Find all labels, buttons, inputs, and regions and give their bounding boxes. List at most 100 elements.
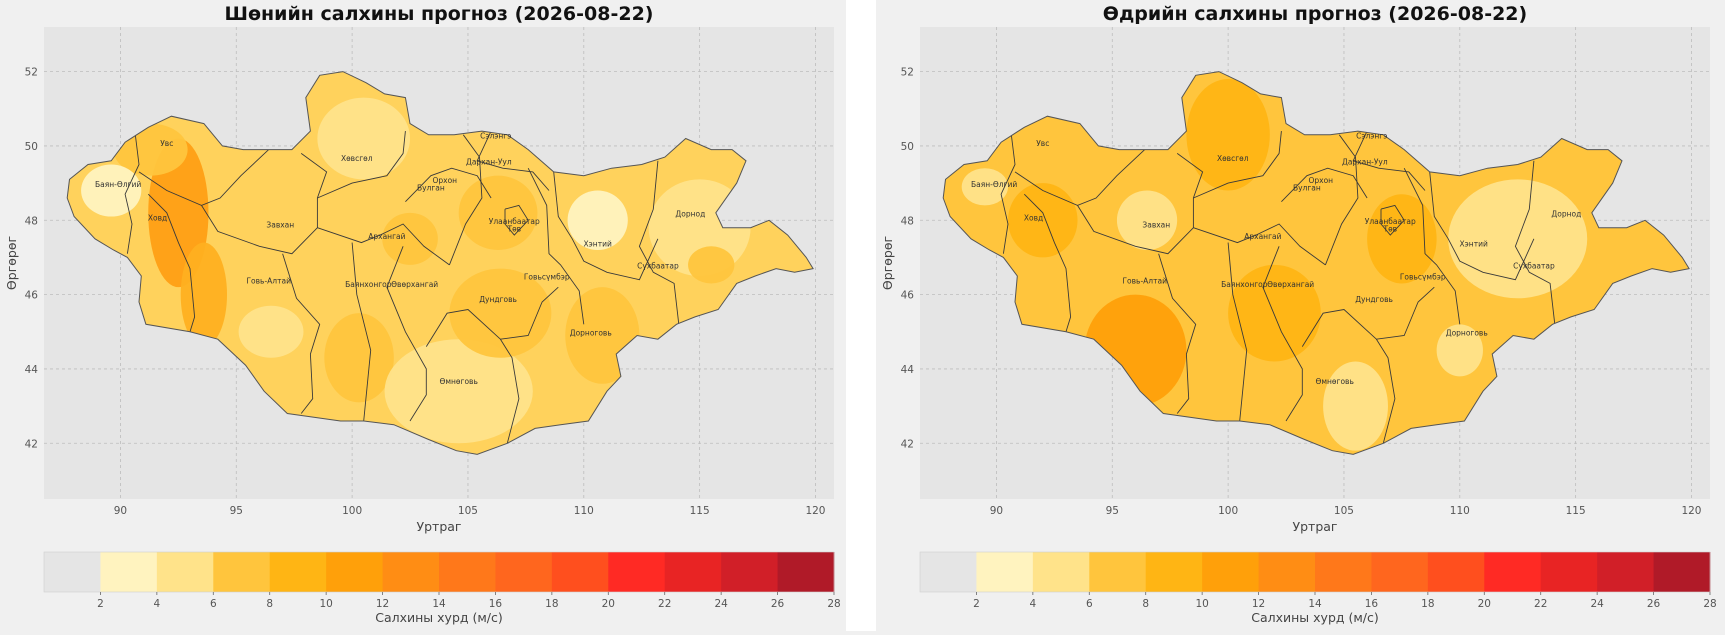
province-border [351,242,372,422]
region-label: Улаанбаатар [489,217,540,226]
colorbar-tick-label: 16 [1365,598,1379,610]
wind-zone [688,246,735,284]
y-tick-label: 50 [901,141,914,153]
y-tick-label: 52 [25,67,38,79]
x-tick-label: 115 [690,505,710,517]
province-border [1352,130,1426,191]
region-label: Хөвсгөл [341,154,373,163]
chart-title: Шөнийн салхины прогноз (2026-08-22) [225,3,654,25]
colorbar-segment [1145,552,1203,592]
region-label: Дархан-Уул [466,158,512,167]
colorbar-tick-label: 4 [154,598,161,610]
colorbar-tick-label: 10 [1195,598,1208,610]
colorbar-tick-label: 10 [319,598,332,610]
y-tick-label: 44 [901,364,915,376]
region-label: Ховд [148,213,167,222]
colorbar-tick-label: 22 [658,598,671,610]
province-border [386,246,427,422]
wind-zone [1323,361,1388,451]
colorbar-tick-label: 12 [376,598,389,610]
region-label: Өвөрхангай [391,280,438,289]
region-label: Говь-Алтай [1122,276,1167,285]
region-label: Хэнтий [584,239,612,248]
colorbar-segment [1653,552,1711,592]
region-label: Төв [1382,224,1397,233]
region-label: Увс [1036,139,1049,148]
region-label: Дорноговь [1446,328,1488,337]
wind-zone [449,268,552,358]
colorbar-tick-label: 12 [1252,598,1265,610]
region-label: Завхан [1142,221,1170,230]
colorbar-tick-label: 4 [1030,598,1037,610]
colorbar-tick-label: 2 [97,598,104,610]
region-label: Улаанбаатар [1365,217,1416,226]
colorbar-tick-label: 20 [1478,598,1491,610]
country-outline [66,71,814,455]
region-label: Сэлэнгэ [480,131,511,140]
province-border [1000,127,1016,254]
wind-zone [317,97,411,180]
x-tick-label: 90 [114,505,127,517]
y-tick-label: 48 [901,215,914,227]
colorbar-segment [1202,552,1260,592]
colorbar-segment [721,552,779,592]
region-label: Дархан-Уул [1342,158,1388,167]
colorbar-segment [1540,552,1598,592]
region-label: Говьсүмбэр [1400,273,1446,282]
province-border [1014,149,1146,206]
province-border [405,167,492,203]
y-tick-label: 46 [25,290,39,302]
panel-gutter [846,0,876,631]
colorbar-segment [439,552,496,592]
region-label: Говь-Алтай [246,276,291,285]
colorbar-tick-label: 14 [1308,598,1322,610]
colorbar-tick-label: 24 [714,598,728,610]
colorbar-tick-label: 24 [1590,598,1604,610]
x-axis-label: Уртраг [417,519,462,534]
province-border [1193,131,1282,199]
colorbar-tick-label: 8 [1142,598,1149,610]
region-label: Дорнод [675,210,705,219]
wind-zone [382,212,438,265]
region-label: Ховд [1024,213,1043,222]
province-border [476,130,550,191]
wind-zone [81,164,142,217]
colorbar-segment [1371,552,1429,592]
colorbar-tick-label: 28 [1703,598,1716,610]
region-label: Баян-Өлгий [95,180,141,189]
province-border [1429,171,1535,281]
colorbar-segment [382,552,440,592]
province-border [282,253,321,414]
colorbar-tick-label: 8 [266,598,273,610]
chart-title: Өдрийн салхины прогноз (2026-08-22) [1103,3,1527,25]
province-border [448,134,483,266]
province-border [1376,338,1396,444]
province-border [317,131,406,199]
wind-zone [1436,324,1483,377]
x-tick-label: 100 [342,505,362,517]
colorbar-segment [1315,552,1372,592]
colorbar-segment [920,552,977,592]
province-border [500,338,520,444]
province-border [504,204,529,236]
province-border [1023,193,1072,332]
chart-svg: Баян-Өлгий Увс Ховд Завхан Говь-Алтай Хөвсгөл… [880,3,1717,625]
colorbar-segment [608,552,666,592]
region-label: Дорноговь [570,328,612,337]
province-border [1380,204,1405,236]
colorbar-segment [1427,552,1485,592]
region-label: Баянхонгор [345,280,392,289]
region-label: Булган [1293,184,1321,193]
province-border [553,171,659,281]
colorbar-tick-label: 26 [1647,598,1661,610]
colorbar-segment [1032,552,1090,592]
province-border [1158,253,1197,414]
colorbar-label: Салхины хурд (м/с) [1251,610,1379,625]
wind-zone [1228,264,1321,362]
region-label: Сүхбаатар [637,262,679,271]
x-tick-label: 120 [805,505,825,517]
region-label: Хэнтий [1460,239,1488,248]
colorbar-tick-label: 14 [432,598,446,610]
colorbar-segment [326,552,384,592]
province-border [124,127,140,254]
